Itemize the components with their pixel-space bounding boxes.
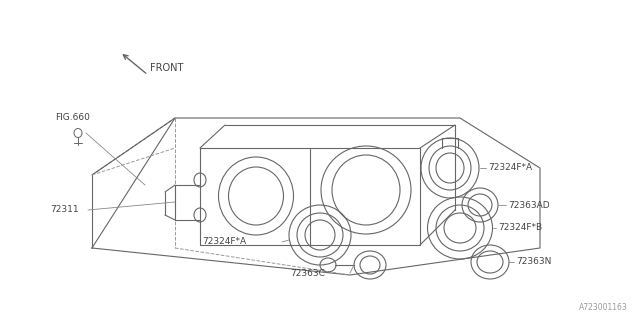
Text: 72324F*A: 72324F*A [488,164,532,172]
Text: 72311: 72311 [50,205,79,214]
Text: 72363C: 72363C [290,269,325,278]
Text: 72363AD: 72363AD [508,201,550,210]
Text: FIG.660: FIG.660 [55,114,90,123]
Text: 72324F*A: 72324F*A [202,237,246,246]
Text: A723001163: A723001163 [579,303,628,312]
Text: 72363N: 72363N [516,258,552,267]
Text: 72324F*B: 72324F*B [498,223,542,233]
Text: FRONT: FRONT [150,63,184,73]
